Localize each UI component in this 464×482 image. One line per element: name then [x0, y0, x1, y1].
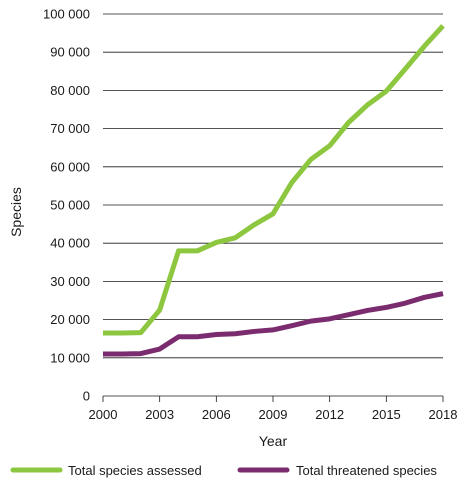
y-axis-title: Species — [8, 187, 24, 237]
x-tick-label: 2000 — [89, 407, 118, 422]
series-line-threatened — [103, 291, 444, 357]
x-axis-title: Year — [259, 433, 288, 449]
legend: Total species assessed Total threatened … — [10, 463, 437, 478]
legend-label-assessed: Total species assessed — [68, 463, 202, 478]
series-line-assessed — [103, 24, 445, 336]
x-tick-label: 2009 — [259, 407, 288, 422]
x-tick-label: 2018 — [429, 407, 458, 422]
y-tick-label: 10 000 — [50, 350, 90, 365]
legend-item-threatened: Total threatened species — [237, 463, 437, 478]
legend-item-assessed: Total species assessed — [10, 463, 202, 478]
legend-label-threatened: Total threatened species — [296, 463, 437, 478]
x-tick-label: 2012 — [315, 407, 344, 422]
x-tick-label: 2015 — [372, 407, 401, 422]
y-tick-label: 40 000 — [50, 236, 90, 251]
y-tick-label: 0 — [83, 389, 90, 404]
y-tick-label: 70 000 — [50, 121, 90, 136]
y-tick-label: 90 000 — [50, 45, 90, 60]
y-tick-label: 20 000 — [50, 312, 90, 327]
y-tick-label: 30 000 — [50, 274, 90, 289]
axes: 0 10 000 20 000 30 000 40 000 50 000 60 000 70 … — [43, 7, 457, 423]
x-tick-label: 2003 — [145, 407, 174, 422]
series-lines — [103, 24, 445, 357]
x-tick-label: 2006 — [202, 407, 231, 422]
y-tick-label: 50 000 — [50, 198, 90, 213]
y-tick-label: 60 000 — [50, 159, 90, 174]
gridlines — [103, 13, 443, 397]
y-tick-label: 80 000 — [50, 83, 90, 98]
y-tick-label: 100 000 — [43, 7, 90, 22]
